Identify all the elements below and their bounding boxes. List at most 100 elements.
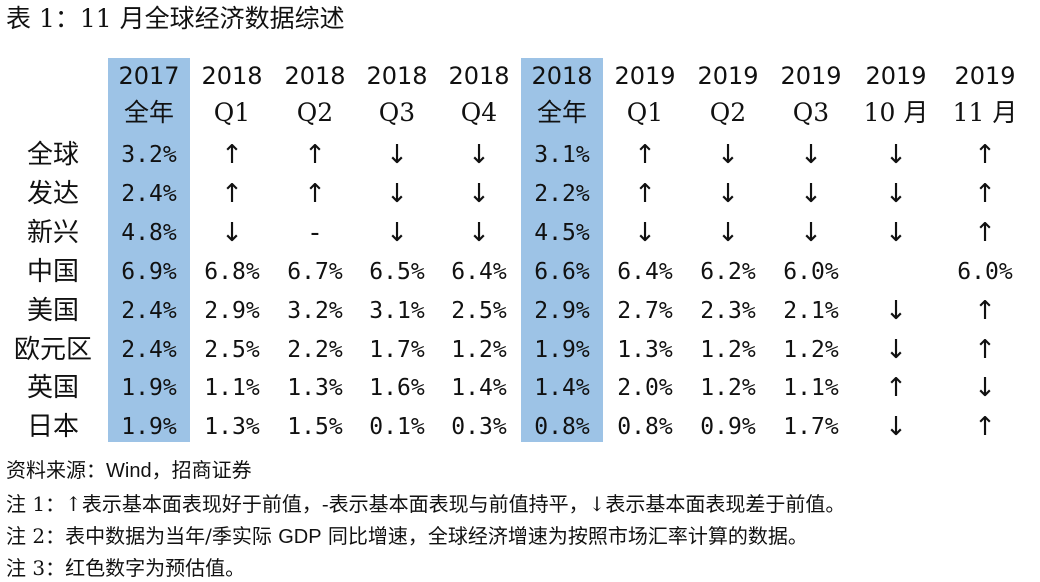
column-header-period: Q1 (213, 98, 251, 127)
column-header-period: 10 月 (863, 98, 929, 127)
column-header-period: 全年 (123, 98, 174, 127)
down-arrow-icon: ↓ (717, 218, 739, 248)
column-header-period: Q3 (378, 98, 416, 127)
table-cell-value: 2.9% (204, 298, 260, 324)
table-cell-value: 6.6% (534, 259, 590, 285)
table-cell-value: 2.5% (204, 337, 260, 363)
row-label: 美国 (26, 296, 79, 326)
column-header-year: 2019 (865, 62, 927, 90)
down-arrow-icon: ↓ (468, 179, 490, 209)
down-arrow-icon: ↓ (386, 140, 408, 170)
table-cell-value: 1.4% (534, 375, 590, 401)
column-header-period: Q1 (626, 98, 664, 127)
source-note: 资料来源：Wind，招商证券 (6, 458, 252, 482)
column-header-year: 2019 (697, 62, 759, 90)
down-arrow-icon: ↓ (800, 218, 822, 248)
down-arrow-icon: ↓ (468, 140, 490, 170)
table-cell-value: 1.3% (204, 414, 260, 440)
table-cell-value: 0.8% (617, 414, 673, 440)
table-cell-value: 2.0% (617, 375, 673, 401)
table-cell-value: 1.9% (534, 337, 590, 363)
up-arrow-icon: ↑ (974, 412, 996, 442)
row-label: 全球 (26, 140, 79, 170)
table-cell-value: 1.7% (369, 337, 425, 363)
up-arrow-icon: ↑ (221, 140, 243, 170)
up-arrow-icon: ↑ (221, 179, 243, 209)
table-cell-value: 1.3% (287, 375, 343, 401)
table-cell-value: 6.4% (617, 259, 673, 285)
column-header-year: 2018 (366, 62, 428, 90)
table-cell-value: 3.1% (534, 142, 590, 168)
down-arrow-icon: ↓ (717, 179, 739, 209)
column-header-period: Q4 (460, 98, 498, 127)
table-cell-value: 0.9% (700, 414, 756, 440)
table-cell-value: 1.2% (451, 337, 507, 363)
column-header-period: Q2 (709, 98, 747, 127)
table-cell-value: 2.1% (783, 298, 839, 324)
table-cell-value: 1.1% (783, 375, 839, 401)
table-cell-value: 6.2% (700, 259, 756, 285)
table-cell-value: 1.2% (700, 375, 756, 401)
table-cell-value: 1.9% (121, 414, 177, 440)
footnote-1: 注 1：↑表示基本面表现好于前值，-表示基本面表现与前值持平，↓表示基本面表现差… (6, 492, 846, 516)
table-cell-value: 6.5% (369, 259, 425, 285)
column-header-period: 全年 (536, 98, 587, 127)
down-arrow-icon: ↓ (885, 335, 907, 365)
down-arrow-icon: ↓ (885, 140, 907, 170)
row-label: 日本 (26, 412, 79, 442)
flat-dash-icon: - (310, 218, 320, 248)
table-cell-value: 2.4% (121, 337, 177, 363)
table-cell-value: 1.4% (451, 375, 507, 401)
table-cell-value: 4.5% (534, 220, 590, 246)
up-arrow-icon: ↑ (885, 373, 907, 403)
column-header-period: 11 月 (952, 98, 1018, 127)
table-cell-value: 2.4% (121, 181, 177, 207)
table-cell-value: 1.5% (287, 414, 343, 440)
column-header-year: 2018 (201, 62, 263, 90)
table-cell-value: 4.8% (121, 220, 177, 246)
down-arrow-icon: ↓ (885, 179, 907, 209)
column-header-year: 2018 (284, 62, 346, 90)
table-cell-value: 0.1% (369, 414, 425, 440)
down-arrow-icon: ↓ (221, 218, 243, 248)
up-arrow-icon: ↑ (974, 140, 996, 170)
table-cell-value: 6.0% (957, 259, 1013, 285)
footnote-3: 注 3：红色数字为预估值。 (6, 556, 246, 580)
row-label: 欧元区 (13, 335, 92, 365)
table-cell-value: 2.5% (451, 298, 507, 324)
table-cell-value: 6.8% (204, 259, 260, 285)
highlight-2017-annual (108, 58, 190, 442)
down-arrow-icon: ↓ (386, 179, 408, 209)
down-arrow-icon: ↓ (634, 218, 656, 248)
table-cell-value: 2.2% (287, 337, 343, 363)
row-label: 发达 (26, 179, 79, 209)
up-arrow-icon: ↑ (974, 296, 996, 326)
table-cell-value: 1.3% (617, 337, 673, 363)
table-cell-value: 2.7% (617, 298, 673, 324)
table-cell-value: 1.1% (204, 375, 260, 401)
table-cell-value: 2.4% (121, 298, 177, 324)
down-arrow-icon: ↓ (885, 218, 907, 248)
table-cell-value: 6.4% (451, 259, 507, 285)
table-cell-value: 1.6% (369, 375, 425, 401)
down-arrow-icon: ↓ (717, 140, 739, 170)
table-cell-value: 2.9% (534, 298, 590, 324)
table-cell-value: 1.2% (783, 337, 839, 363)
up-arrow-icon: ↑ (974, 218, 996, 248)
column-header-year: 2018 (531, 62, 593, 90)
table-cell-value: 6.9% (121, 259, 177, 285)
column-header-year: 2019 (954, 62, 1016, 90)
row-label: 新兴 (26, 218, 79, 248)
column-header-period: Q2 (296, 98, 334, 127)
down-arrow-icon: ↓ (885, 296, 907, 326)
column-header-year: 2018 (448, 62, 510, 90)
up-arrow-icon: ↑ (634, 140, 656, 170)
footnote-2: 注 2：表中数据为当年/季实际 GDP 同比增速，全球经济增速为按照市场汇率计算… (6, 524, 808, 548)
column-header-year: 2019 (614, 62, 676, 90)
down-arrow-icon: ↓ (386, 218, 408, 248)
table-cell-value: 0.8% (534, 414, 590, 440)
table-cell-value: 1.2% (700, 337, 756, 363)
table-cell-value: 1.7% (783, 414, 839, 440)
down-arrow-icon: ↓ (974, 373, 996, 403)
table-cell-value: 2.3% (700, 298, 756, 324)
